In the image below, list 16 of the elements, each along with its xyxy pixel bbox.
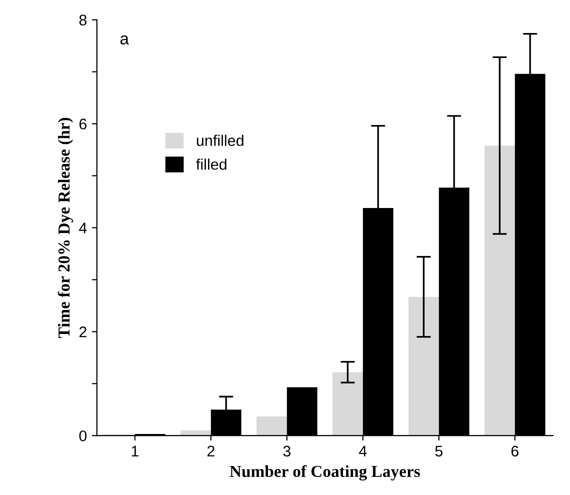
x-tick-label: 6 xyxy=(511,446,518,457)
x-axis-title: Number of Coating Layers xyxy=(230,465,420,481)
x-tick-label: 5 xyxy=(435,446,443,457)
legend-label: unfilled xyxy=(196,134,244,146)
y-tick-label: 8 xyxy=(79,14,87,26)
legend-label: filled xyxy=(196,158,226,170)
x-tick-label: 4 xyxy=(359,446,367,456)
y-tick-label: 2 xyxy=(79,326,86,338)
y-tick-label: 4 xyxy=(79,222,87,234)
annotation: a xyxy=(120,35,129,45)
x-tick-label: 3 xyxy=(283,446,290,457)
y-tick-label: 0 xyxy=(79,430,87,442)
x-tick-label: 2 xyxy=(207,446,214,456)
y-tick-label: 6 xyxy=(79,118,87,130)
x-tick-label: 1 xyxy=(132,446,138,456)
y-axis-title: Time for 20% Dye Release (hr) xyxy=(58,118,74,338)
